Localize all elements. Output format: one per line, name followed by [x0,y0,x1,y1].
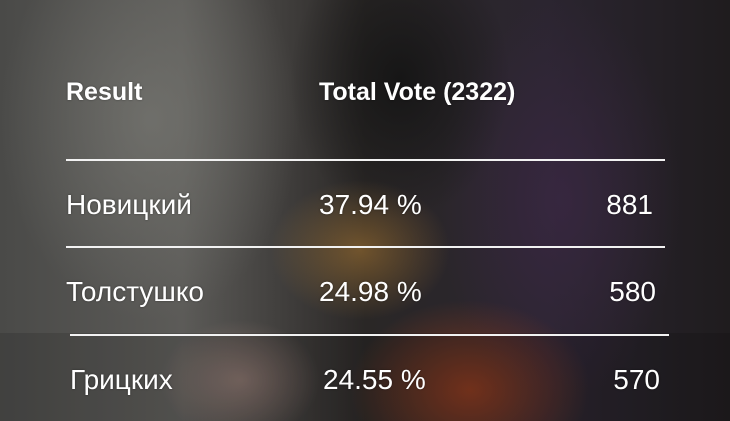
background-photo-strip [0,333,730,421]
candidate-name: Грицких [70,364,173,395]
vote-count: 881 [606,189,653,220]
candidate-name: Новицкий [66,189,192,220]
total-vote-header: Total Vote (2322) [319,78,516,106]
divider [66,246,665,248]
vote-percent: 24.55 % [323,364,426,395]
result-header: Result [66,78,143,106]
vote-percent: 24.98 % [319,276,422,307]
vote-count: 580 [609,276,656,307]
vote-count: 570 [613,364,660,395]
vote-percent: 37.94 % [319,189,422,220]
divider [66,159,665,161]
divider [70,334,669,336]
candidate-name: Толстушко [66,276,204,307]
